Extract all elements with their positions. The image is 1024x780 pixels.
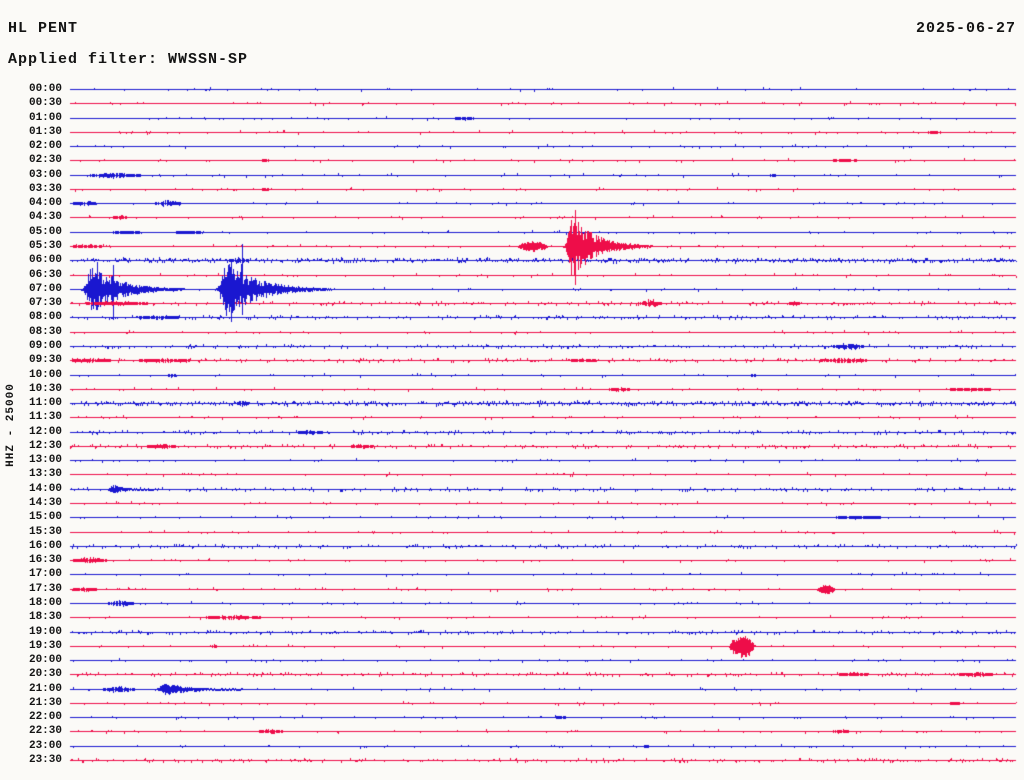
- row-time-label: 10:30: [28, 382, 62, 395]
- row-time-label: 04:30: [28, 211, 62, 224]
- row-time-label: 18:30: [28, 611, 62, 624]
- row-time-label: 12:00: [28, 425, 62, 438]
- row-time-label: 12:30: [28, 439, 62, 452]
- row-time-label: 10:00: [28, 368, 62, 381]
- row-time-label: 17:00: [28, 568, 62, 581]
- row-time-label: 00:30: [28, 97, 62, 110]
- row-time-label: 14:00: [28, 482, 62, 495]
- station-id: HL PENT: [8, 20, 79, 37]
- row-time-label: 21:30: [28, 696, 62, 709]
- row-time-label: 14:30: [28, 497, 62, 510]
- report-date: 2025-06-27: [915, 20, 1016, 37]
- row-time-label: 03:00: [28, 168, 62, 181]
- row-time-label: 22:00: [28, 711, 62, 724]
- row-time-label: 13:30: [28, 468, 62, 481]
- row-time-label: 19:00: [28, 625, 62, 638]
- row-time-label: 07:30: [28, 297, 62, 310]
- row-time-label: 20:30: [28, 668, 62, 681]
- applied-filter-label: Applied filter: WWSSN-SP: [8, 51, 249, 68]
- row-time-label: 08:30: [28, 325, 62, 338]
- row-time-label: 19:30: [28, 639, 62, 652]
- row-time-label: 08:00: [28, 311, 62, 324]
- row-time-label: 09:00: [28, 339, 62, 352]
- row-time-label: 23:30: [28, 754, 62, 766]
- row-time-label: 05:30: [28, 240, 62, 253]
- row-time-label: 07:00: [28, 282, 62, 295]
- row-time-label: 09:30: [28, 354, 62, 367]
- row-time-label: 21:00: [28, 682, 62, 695]
- row-time-label: 06:30: [28, 268, 62, 281]
- row-time-label: 00:00: [28, 83, 62, 95]
- row-time-label: 11:30: [28, 411, 62, 424]
- row-time-label: 15:00: [28, 511, 62, 524]
- row-time-label: 16:30: [28, 554, 62, 567]
- row-time-label: 04:00: [28, 197, 62, 210]
- row-time-label: 02:30: [28, 154, 62, 167]
- row-time-label: 06:00: [28, 254, 62, 267]
- row-time-label: 03:30: [28, 182, 62, 195]
- row-time-label: 01:00: [28, 111, 62, 124]
- row-time-label: 15:30: [28, 525, 62, 538]
- row-time-label: 13:00: [28, 454, 62, 467]
- row-time-label: 05:00: [28, 225, 62, 238]
- row-time-label: 02:00: [28, 140, 62, 153]
- row-time-label: 16:00: [28, 539, 62, 552]
- row-time-label: 22:30: [28, 725, 62, 738]
- row-time-label: 01:30: [28, 125, 62, 138]
- row-time-label: 20:00: [28, 654, 62, 667]
- row-time-label: 23:00: [28, 739, 62, 752]
- row-time-label: 11:00: [28, 397, 62, 410]
- row-time-label: 17:30: [28, 582, 62, 595]
- row-time-label: 18:00: [28, 596, 62, 609]
